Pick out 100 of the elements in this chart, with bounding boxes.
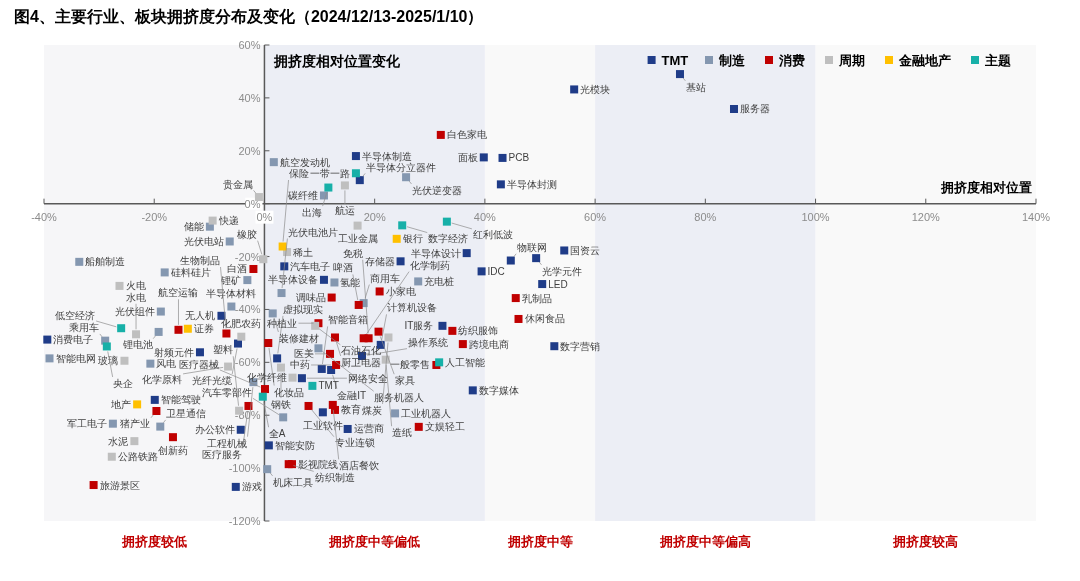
point	[327, 293, 336, 302]
annotation: 光学元件	[542, 265, 583, 277]
annotation: 白色家电	[446, 129, 487, 141]
x-tick-label: 100%	[801, 210, 830, 223]
point	[154, 327, 163, 336]
annotation: 光模块	[580, 83, 611, 95]
annotation: 化学制药	[409, 259, 450, 271]
point	[288, 373, 297, 382]
y-tick-label: -120%	[228, 515, 261, 527]
annotation: 煤炭	[362, 404, 383, 416]
annotation: 商用车	[369, 272, 400, 284]
point	[351, 152, 360, 161]
annotation: 工程机械	[207, 437, 248, 449]
annotation: IDC	[487, 265, 505, 277]
annotation: 银行	[401, 233, 423, 245]
point	[276, 363, 285, 372]
annotation: 乳制品	[521, 292, 552, 304]
point	[442, 217, 451, 226]
y-tick-label: -60%	[234, 356, 261, 369]
annotation: 半导体制造	[361, 150, 412, 162]
point	[183, 324, 192, 333]
point	[319, 275, 328, 284]
x-tick-label: 80%	[694, 210, 717, 223]
annotation: 酒店餐饮	[338, 460, 379, 472]
annotation: 免税	[342, 247, 363, 259]
annotation: 光伏组件	[114, 306, 155, 318]
annotation: 地产	[110, 398, 132, 410]
point	[133, 400, 142, 409]
point	[258, 392, 267, 401]
annotation: 智能电网	[55, 352, 96, 364]
point	[227, 302, 236, 311]
point	[146, 359, 155, 368]
annotation: 存储器	[364, 255, 395, 267]
point	[89, 481, 98, 490]
annotation: 锂矿	[220, 274, 242, 286]
x-tick-label: 0%	[256, 210, 273, 223]
annotation: 卫星通信	[166, 408, 207, 420]
annotation: 船舶制造	[85, 256, 126, 268]
annotation: 汽车零部件	[202, 386, 253, 398]
annotation: 塑料	[213, 344, 234, 356]
annotation: 国资云	[570, 244, 601, 256]
annotation: 低空经济	[55, 309, 96, 321]
point	[498, 153, 507, 162]
annotation: 化肥农药	[221, 318, 262, 330]
point	[550, 342, 559, 351]
point	[414, 277, 423, 286]
annotation: 跨境电商	[468, 338, 509, 350]
annotation: 半导体设备	[267, 274, 318, 286]
point	[150, 395, 159, 404]
point	[152, 406, 161, 415]
x-tick-label: -20%	[141, 210, 168, 223]
annotation: 医疗服务	[202, 449, 243, 461]
point	[353, 221, 362, 230]
point	[468, 386, 477, 395]
annotation: 玻璃	[98, 355, 119, 367]
annotation: 光伏逆变器	[412, 184, 463, 196]
annotation: 橡胶	[237, 228, 258, 240]
point	[115, 281, 124, 290]
point	[236, 425, 245, 434]
point	[45, 354, 54, 363]
annotation: 物联网	[516, 242, 547, 254]
annotation: 氢能	[340, 276, 361, 288]
point	[249, 264, 258, 273]
legend-label: 主题	[984, 53, 1011, 68]
annotation: TMT	[318, 380, 339, 392]
point	[279, 413, 288, 422]
annotation: 装修建材	[278, 332, 319, 344]
point	[391, 409, 400, 418]
annotation: 钢铁	[269, 399, 291, 411]
annotation: 人工智能	[445, 356, 486, 368]
point	[195, 348, 204, 357]
band-label: 拥挤度中等偏高	[658, 534, 751, 549]
point	[273, 354, 282, 363]
annotation: 水泥	[108, 435, 129, 447]
annotation: 半导体材料	[206, 288, 257, 300]
point	[324, 183, 333, 192]
point	[107, 452, 116, 461]
annotation: 造纸	[391, 427, 412, 439]
x-axis-title: 拥挤度相对位置	[940, 179, 1032, 195]
annotation: 水电	[126, 291, 147, 303]
annotation: 一般零售	[390, 359, 431, 371]
annotation: 服务机器人	[374, 391, 425, 403]
annotation: 计算机设备	[386, 302, 437, 314]
point	[506, 256, 515, 265]
point	[392, 234, 401, 243]
annotation: IT服务	[404, 320, 434, 332]
legend-label: 金融地产	[898, 53, 951, 68]
annotation: 医美	[294, 348, 315, 360]
chart-title: 图4、主要行业、板块拥挤度分布及变化（2024/12/13-2025/1/10）	[14, 7, 484, 26]
point	[538, 280, 547, 289]
annotation: 虚拟现实	[283, 303, 324, 315]
annotation: 服务器	[739, 103, 770, 115]
annotation: 风电	[156, 358, 177, 370]
band-label: 拥挤度较高	[892, 534, 959, 549]
point	[108, 419, 117, 428]
annotation: 充电桩	[424, 275, 455, 287]
annotation: 军工电子	[66, 418, 107, 430]
point	[43, 335, 52, 344]
annotation: 休闲食品	[524, 313, 565, 325]
point	[259, 255, 268, 264]
